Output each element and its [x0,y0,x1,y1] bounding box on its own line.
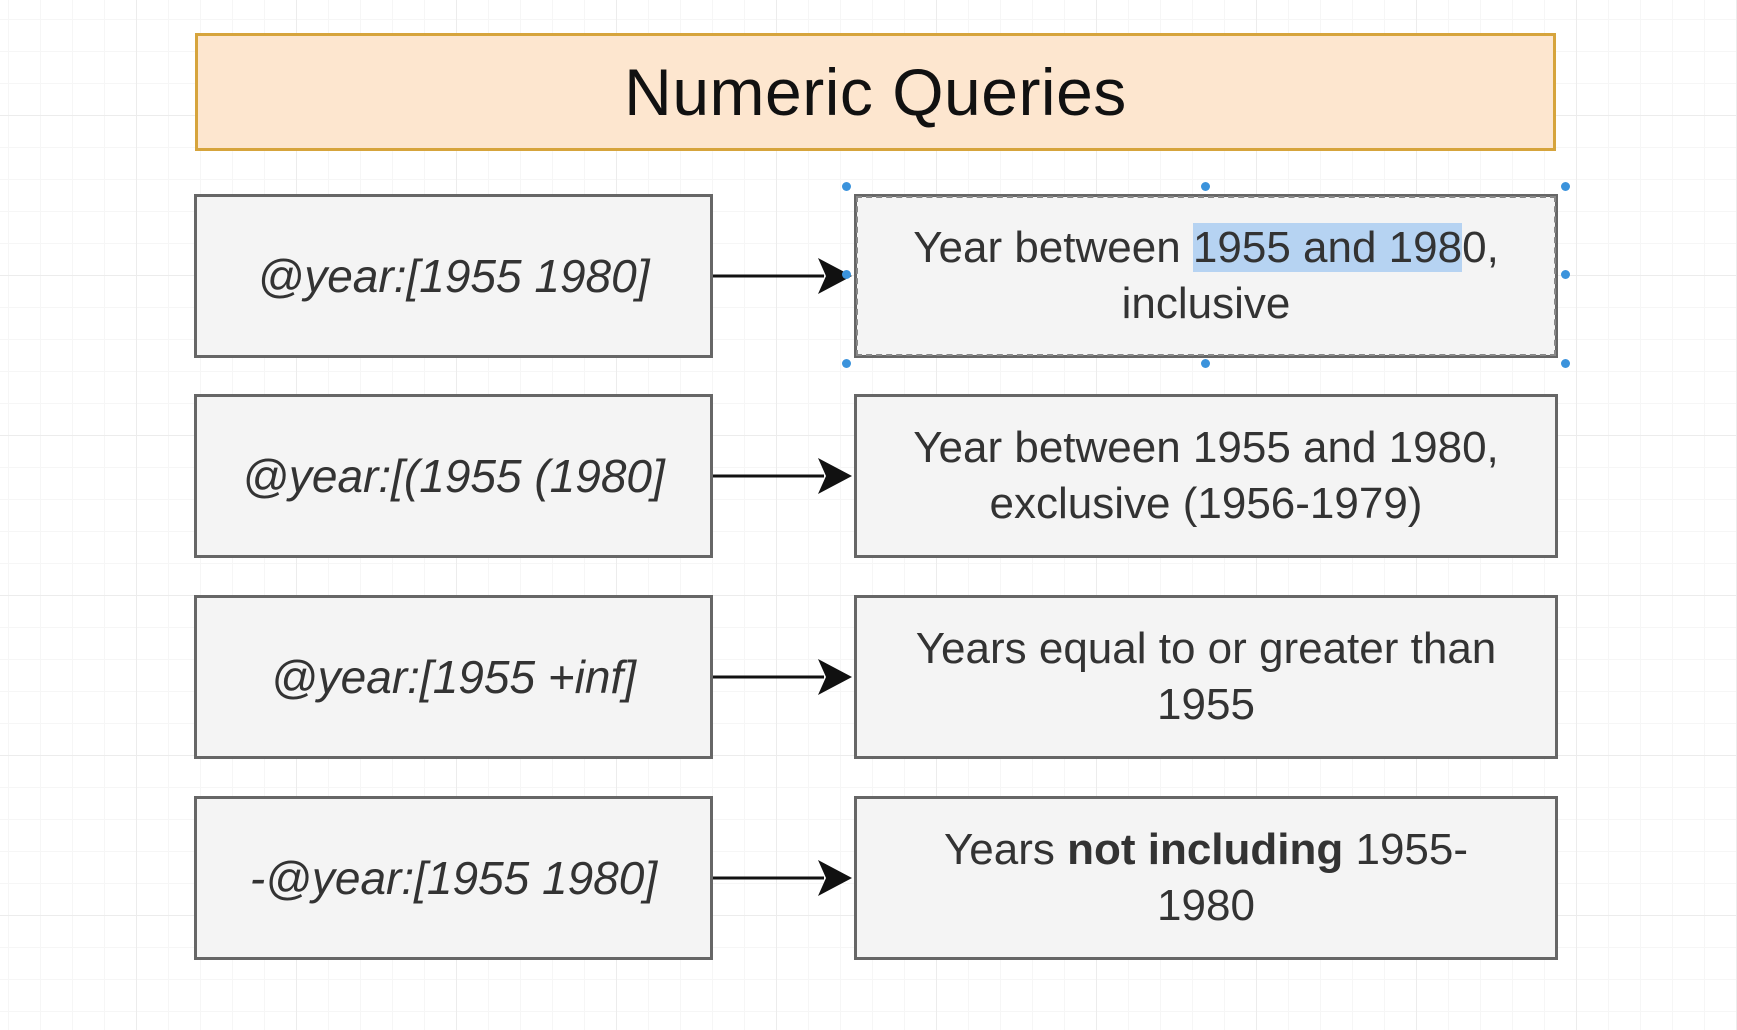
resize-handle-top[interactable] [1201,182,1210,191]
result-node-open-upper-bound[interactable]: Years equal to or greater than 1955 [854,595,1558,759]
result-text-line2: inclusive [1121,279,1291,328]
result-text-line1: Years equal to or greater than [915,624,1497,673]
result-text-line2: 1980 [1157,881,1255,930]
query-node-exclusive-range[interactable]: @year:[(1955 (1980] [194,394,713,558]
result-text-prefix: Years [943,825,1068,874]
query-node-open-upper-bound[interactable]: @year:[1955 +inf] [194,595,713,759]
arrow-row-4[interactable] [713,860,852,896]
title-box[interactable]: Numeric Queries [195,33,1556,151]
result-node-exclusive-range[interactable]: Year between 1955 and 1980, exclusive (19… [854,394,1558,558]
diagram-title: Numeric Queries [624,55,1127,129]
result-text: Year between 1955 and 1980, exclusive (19… [913,420,1499,532]
query-text: @year:[1955 1980] [257,250,650,302]
selected-text-highlight: 1955 and 198 [1192,223,1463,272]
query-text: @year:[(1955 (1980] [242,450,665,502]
resize-handle-top-right[interactable] [1561,182,1570,191]
query-text: -@year:[1955 1980] [249,852,658,904]
result-text-bold: not including [1067,825,1344,874]
result-text-line2: 1955 [1157,680,1255,729]
arrow-row-3[interactable] [713,659,852,695]
query-node-inclusive-range[interactable]: @year:[1955 1980] [194,194,713,358]
resize-handle-left[interactable] [842,270,851,279]
result-node-inclusive-range[interactable]: Year between 1955 and 1980, inclusive [854,194,1558,358]
result-text-line1: Year between 1955 and 1980, [913,423,1499,472]
result-text-tail: 0 [1462,223,1487,272]
result-text-start: Year between [913,223,1193,272]
arrow-row-2[interactable] [713,458,852,494]
resize-handle-right[interactable] [1561,270,1570,279]
result-text: Year between 1955 and 1980, inclusive [913,220,1499,332]
query-node-negated-range[interactable]: -@year:[1955 1980] [194,796,713,960]
result-node-negated-range[interactable]: Years not including 1955- 1980 [854,796,1558,960]
result-text: Years equal to or greater than 1955 [916,621,1497,733]
arrow-row-1[interactable] [713,258,852,294]
query-text: @year:[1955 +inf] [270,651,637,703]
result-text-line2: exclusive (1956-1979) [989,479,1423,528]
result-text-comma: , [1486,223,1499,272]
result-text-suffix: 1955- [1343,825,1469,874]
resize-handle-top-left[interactable] [842,182,851,191]
result-text: Years not including 1955- 1980 [944,822,1468,934]
resize-handle-bottom-right[interactable] [1561,359,1570,368]
resize-handle-bottom[interactable] [1201,359,1210,368]
resize-handle-bottom-left[interactable] [842,359,851,368]
